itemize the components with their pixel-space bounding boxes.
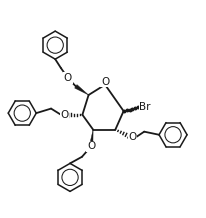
Text: O: O xyxy=(60,110,68,120)
Text: O: O xyxy=(64,73,72,83)
Polygon shape xyxy=(89,129,93,147)
Polygon shape xyxy=(75,85,89,95)
Text: O: O xyxy=(128,132,137,142)
Text: Br: Br xyxy=(139,102,151,112)
Text: O: O xyxy=(101,77,109,87)
Text: O: O xyxy=(87,141,95,152)
